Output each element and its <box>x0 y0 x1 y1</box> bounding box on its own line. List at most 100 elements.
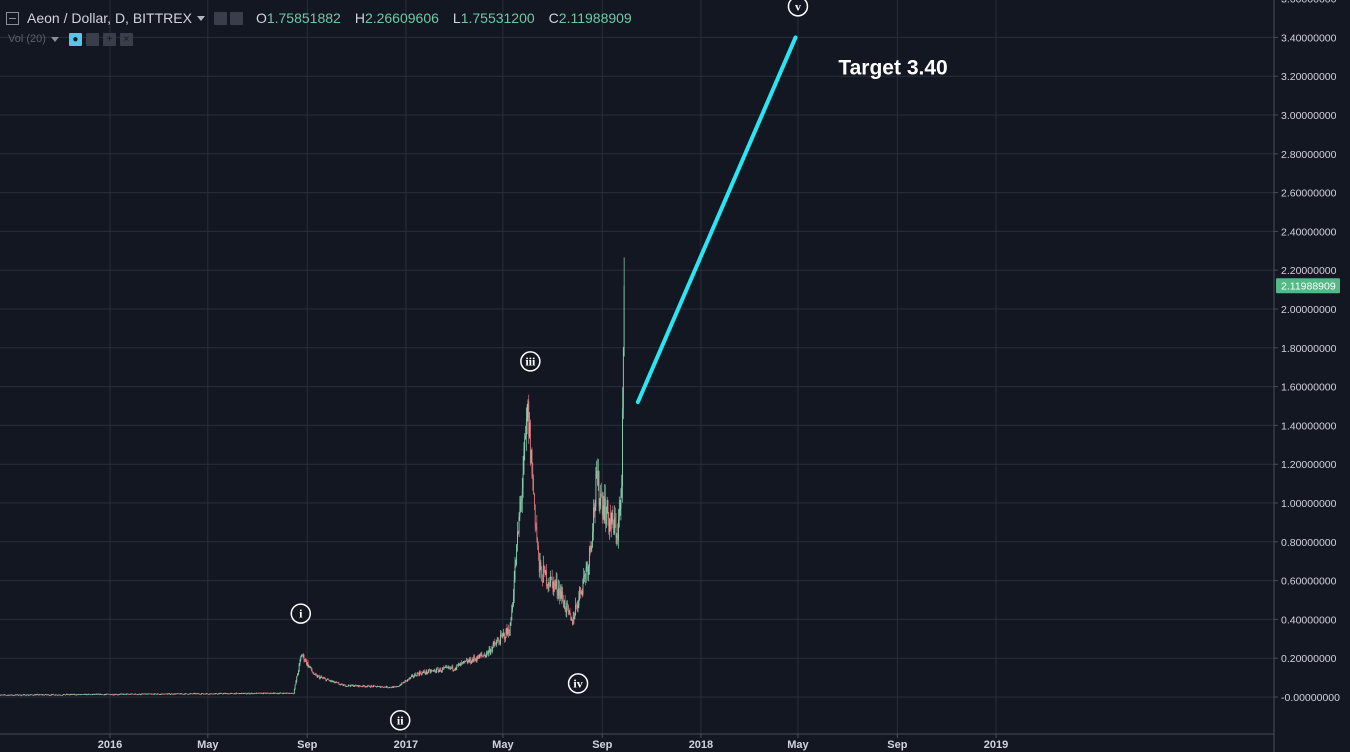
candle-body <box>43 694 45 696</box>
candle-body <box>433 670 435 672</box>
candle-body <box>453 669 455 671</box>
candle-body <box>584 574 585 576</box>
candle-body <box>145 693 147 695</box>
candle-body <box>582 581 584 595</box>
candle-body <box>224 693 226 694</box>
time-tick-label: 2016 <box>98 739 122 751</box>
volume-label[interactable]: Vol (20) <box>8 33 46 45</box>
candle-body <box>251 693 253 694</box>
candle-body <box>271 693 273 694</box>
candle-body <box>560 590 562 599</box>
candle-body <box>510 620 512 626</box>
price-axis[interactable]: 3.60000000 3.40000000 3.20000000 3.00000000… <box>1274 0 1340 704</box>
candle-body <box>368 685 370 687</box>
candle-body <box>586 567 588 568</box>
candle-body <box>2 694 4 696</box>
candle-body <box>275 692 277 694</box>
candle-body <box>294 684 296 690</box>
eye-icon[interactable]: ● <box>68 32 82 46</box>
candle-body <box>132 693 134 695</box>
candle-body <box>504 633 505 640</box>
candle-body <box>538 545 539 554</box>
candle-body <box>328 680 330 681</box>
candle-body <box>41 694 43 696</box>
candle-body <box>53 694 55 696</box>
candle-body <box>225 693 227 695</box>
chevron-down-icon[interactable] <box>196 15 205 21</box>
candle-body <box>160 693 162 695</box>
candle-body <box>282 693 284 695</box>
candle-body <box>457 664 459 666</box>
close-value: 2.11988909 <box>558 10 632 26</box>
symbol-title[interactable]: Aeon / Dollar, D, BITTREX <box>27 10 192 26</box>
candle-body <box>157 693 159 695</box>
candle-body <box>416 672 418 677</box>
time-tick-label: 2019 <box>984 739 1008 751</box>
candle-body <box>598 471 600 506</box>
candle-body <box>531 450 533 477</box>
candle-body <box>323 678 324 679</box>
candle-body <box>97 693 99 695</box>
candle-body <box>289 693 290 694</box>
candle-body <box>98 693 100 695</box>
price-tick-label: 2.00000000 <box>1281 304 1337 316</box>
candle-body <box>247 692 249 694</box>
candle-body <box>17 694 19 696</box>
candle-body <box>250 693 252 695</box>
collapse-icon[interactable] <box>6 11 19 25</box>
price-tick-label: 3.20000000 <box>1281 71 1337 83</box>
low-value: 1.75531200 <box>460 10 535 26</box>
candle-body <box>501 635 503 636</box>
candle-body <box>154 693 156 695</box>
candle-body <box>309 665 311 668</box>
candle-body <box>267 692 269 694</box>
candle-body <box>570 614 572 621</box>
candle-body <box>107 694 109 695</box>
wave-label-v: v <box>787 0 809 17</box>
candle-body <box>547 583 549 587</box>
candle-body <box>606 499 608 513</box>
candle-body <box>483 655 485 657</box>
candle-body <box>305 659 307 662</box>
candle-body <box>268 692 269 694</box>
candle-body <box>425 670 427 674</box>
candle-body <box>51 694 53 696</box>
candle-body <box>577 605 579 609</box>
time-axis[interactable]: 2016 May Sep 2017 May Sep 2018 May Sep 2019 <box>98 734 1008 751</box>
candle-body <box>508 628 509 635</box>
candle-body <box>595 475 597 508</box>
candle-body <box>427 672 429 674</box>
candle-body <box>394 686 395 688</box>
candle-body <box>587 567 589 575</box>
candle-body <box>148 693 150 695</box>
chevron-down-icon[interactable] <box>50 36 59 42</box>
candle-body <box>322 677 324 679</box>
candle-body <box>330 680 332 682</box>
candle-body <box>185 693 187 695</box>
candle-body <box>464 661 466 662</box>
candle-body <box>289 692 291 694</box>
candle-body <box>252 693 254 695</box>
candle-body <box>348 685 349 687</box>
candle-body <box>580 587 581 594</box>
candle-body <box>395 686 397 688</box>
candle-body <box>14 695 16 696</box>
gear-icon[interactable] <box>229 11 243 25</box>
candle-body <box>481 654 483 656</box>
settings-icon[interactable] <box>213 11 227 25</box>
candle-body <box>512 605 513 610</box>
plus-icon[interactable]: + <box>102 32 116 46</box>
candle-body <box>199 693 201 695</box>
candle-body <box>213 693 214 695</box>
close-icon[interactable]: × <box>119 32 133 46</box>
settings-icon[interactable] <box>85 32 99 46</box>
candle-body <box>40 694 41 696</box>
candle-body <box>500 634 502 636</box>
time-tick-label: Sep <box>592 739 612 751</box>
time-tick-label: 2017 <box>394 739 418 751</box>
candle-body <box>323 678 325 679</box>
candle-body <box>601 493 602 496</box>
candle-body <box>334 682 336 684</box>
candle-body <box>306 662 308 665</box>
